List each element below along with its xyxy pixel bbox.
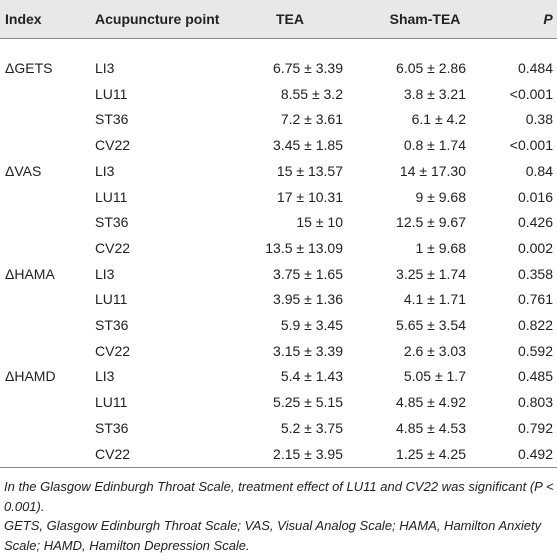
value-cell: 5.65 ± 3.54	[396, 317, 466, 333]
value-cell: 17 ± 10.31	[276, 188, 343, 205]
value-cell: 0.8 ± 1.74	[403, 137, 466, 154]
point-cell: LU11	[95, 291, 128, 308]
value-cell: 0.761	[517, 291, 553, 308]
value-cell: 3.8 ± 3.21	[403, 85, 466, 102]
point-cell: ST36	[95, 419, 129, 436]
header-rule	[0, 38, 557, 39]
value-cell: 0.84	[525, 162, 553, 179]
value-cell: 13.5 ± 13.09	[265, 239, 343, 256]
value-cell: 6.75 ± 3.39	[273, 60, 343, 76]
point-cell: ST36	[95, 214, 129, 231]
value-cell: 0.492	[517, 445, 553, 462]
point-cell: LI3	[95, 162, 115, 179]
point-cell: CV22	[95, 445, 131, 462]
value-cell: 4.1 ± 1.71	[403, 291, 466, 308]
value-cell: 3.25 ± 1.74	[396, 265, 466, 282]
value-cell: 0.002	[517, 239, 553, 256]
header-cell: Index	[5, 11, 42, 27]
index-cell: ΔHAMD	[5, 368, 56, 385]
value-cell: 15 ± 13.57	[276, 162, 343, 179]
value-cell: <0.001	[509, 137, 553, 154]
value-cell: 15 ± 10	[296, 214, 343, 231]
value-cell: <0.001	[509, 85, 553, 102]
value-cell: 2.6 ± 3.03	[403, 342, 466, 359]
value-cell: 12.5 ± 9.67	[396, 214, 466, 231]
value-cell: 0.822	[517, 317, 553, 333]
value-cell: 6.05 ± 2.86	[396, 60, 466, 76]
value-cell: 0.016	[517, 188, 553, 205]
index-cell: ΔHAMA	[5, 265, 55, 282]
value-cell: 0.592	[517, 342, 553, 359]
value-cell: 1.25 ± 4.25	[396, 445, 466, 462]
header-cell: TEA	[276, 11, 304, 27]
header-cell: Sham-TEA	[389, 11, 461, 27]
value-cell: 5.25 ± 5.15	[273, 394, 343, 411]
index-cell: ΔVAS	[5, 162, 42, 179]
value-cell: 14 ± 17.30	[399, 162, 466, 179]
point-cell: LU11	[95, 85, 128, 102]
value-cell: 8.55 ± 3.2	[280, 85, 343, 102]
value-cell: 4.85 ± 4.92	[396, 394, 466, 411]
value-cell: 3.45 ± 1.85	[273, 137, 343, 154]
value-cell: 9 ± 9.68	[415, 188, 467, 205]
value-cell: 0.803	[517, 394, 553, 411]
value-cell: 3.75 ± 1.65	[273, 265, 343, 282]
value-cell: 5.05 ± 1.7	[403, 368, 466, 385]
value-cell: 0.792	[517, 419, 553, 436]
value-cell: 0.485	[517, 368, 553, 385]
header-background	[0, 0, 557, 38]
value-cell: 3.15 ± 3.39	[273, 342, 343, 359]
value-cell: 5.4 ± 1.43	[280, 368, 343, 385]
value-cell: 0.38	[525, 111, 553, 128]
value-cell: 7.2 ± 3.61	[280, 111, 343, 128]
value-cell: 6.1 ± 4.2	[411, 111, 466, 128]
point-cell: CV22	[95, 137, 131, 154]
value-cell: 2.15 ± 3.95	[273, 445, 343, 462]
point-cell: LI3	[95, 368, 115, 385]
value-cell: 3.95 ± 1.36	[273, 291, 343, 308]
header-cell: P	[543, 11, 553, 27]
value-cell: 1 ± 9.68	[415, 239, 467, 256]
value-cell: 5.9 ± 3.45	[280, 317, 343, 333]
point-cell: LU11	[95, 394, 128, 411]
point-cell: ST36	[95, 317, 129, 333]
header-cell: Acupuncture point	[95, 11, 220, 27]
footnote: In the Glasgow Edinburgh Throat Scale, t…	[4, 479, 554, 514]
point-cell: CV22	[95, 239, 131, 256]
value-cell: 0.358	[517, 265, 553, 282]
point-cell: ST36	[95, 111, 129, 128]
point-cell: LU11	[95, 188, 128, 205]
point-cell: LI3	[95, 265, 115, 282]
index-cell: ΔGETS	[5, 60, 53, 76]
footnote: GETS, Glasgow Edinburgh Throat Scale; VA…	[4, 518, 542, 553]
bottom-rule	[0, 467, 557, 468]
value-cell: 5.2 ± 3.75	[280, 419, 343, 436]
value-cell: 0.484	[517, 60, 553, 76]
value-cell: 4.85 ± 4.53	[396, 419, 466, 436]
point-cell: CV22	[95, 342, 131, 359]
point-cell: LI3	[95, 60, 115, 76]
value-cell: 0.426	[517, 214, 553, 231]
